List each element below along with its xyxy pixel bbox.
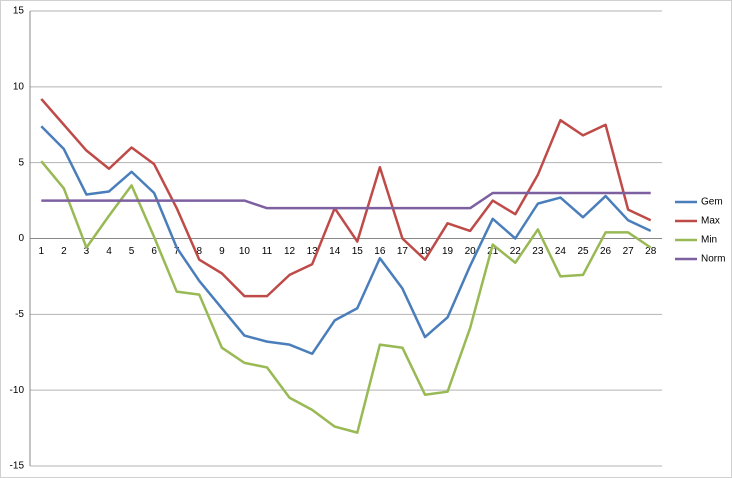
x-tick-label: 8 bbox=[197, 246, 203, 257]
x-tick-label: 24 bbox=[555, 246, 567, 257]
legend-label: Max bbox=[701, 216, 720, 227]
x-tick-label: 5 bbox=[129, 246, 135, 257]
x-tick-label: 28 bbox=[645, 246, 657, 257]
x-tick-label: 17 bbox=[397, 246, 409, 257]
x-tick-label: 18 bbox=[419, 246, 431, 257]
series-line bbox=[41, 191, 651, 210]
x-tick-label: 16 bbox=[374, 246, 386, 257]
x-tick-label: 21 bbox=[487, 246, 499, 257]
x-tick-label: 14 bbox=[329, 246, 341, 257]
x-tick-label: 25 bbox=[577, 246, 589, 257]
series-line bbox=[40, 98, 652, 298]
x-tick-label: 9 bbox=[219, 246, 225, 257]
legend-label: Gem bbox=[701, 197, 723, 208]
y-tick-label: 10 bbox=[13, 81, 25, 92]
x-tick-label: 13 bbox=[307, 246, 319, 257]
y-tick-label: 5 bbox=[18, 157, 24, 168]
y-tick-label: 15 bbox=[13, 6, 25, 17]
x-tick-label: 4 bbox=[106, 246, 112, 257]
x-tick-label: 12 bbox=[284, 246, 296, 257]
x-tick-label: 10 bbox=[239, 246, 251, 257]
x-tick-label: 22 bbox=[510, 246, 522, 257]
x-tick-label: 26 bbox=[600, 246, 612, 257]
x-tick-label: 15 bbox=[352, 246, 364, 257]
y-tick-label: -15 bbox=[10, 461, 25, 472]
x-tick-label: 1 bbox=[39, 246, 45, 257]
y-tick-label: 0 bbox=[18, 233, 24, 244]
x-tick-label: 27 bbox=[623, 246, 635, 257]
series-line bbox=[40, 160, 652, 434]
x-tick-label: 11 bbox=[262, 246, 273, 257]
x-tick-label: 19 bbox=[442, 246, 454, 257]
legend-label: Min bbox=[701, 235, 717, 246]
series-line bbox=[40, 125, 652, 356]
x-tick-label: 20 bbox=[465, 246, 477, 257]
x-tick-label: 2 bbox=[61, 246, 67, 257]
x-tick-label: 3 bbox=[84, 246, 90, 257]
y-tick-label: -10 bbox=[10, 385, 25, 396]
x-tick-label: 6 bbox=[151, 246, 157, 257]
y-tick-label: -5 bbox=[15, 309, 24, 320]
x-tick-label: 23 bbox=[532, 246, 544, 257]
legend-label: Norm bbox=[701, 254, 725, 265]
x-tick-label: 7 bbox=[174, 246, 180, 257]
